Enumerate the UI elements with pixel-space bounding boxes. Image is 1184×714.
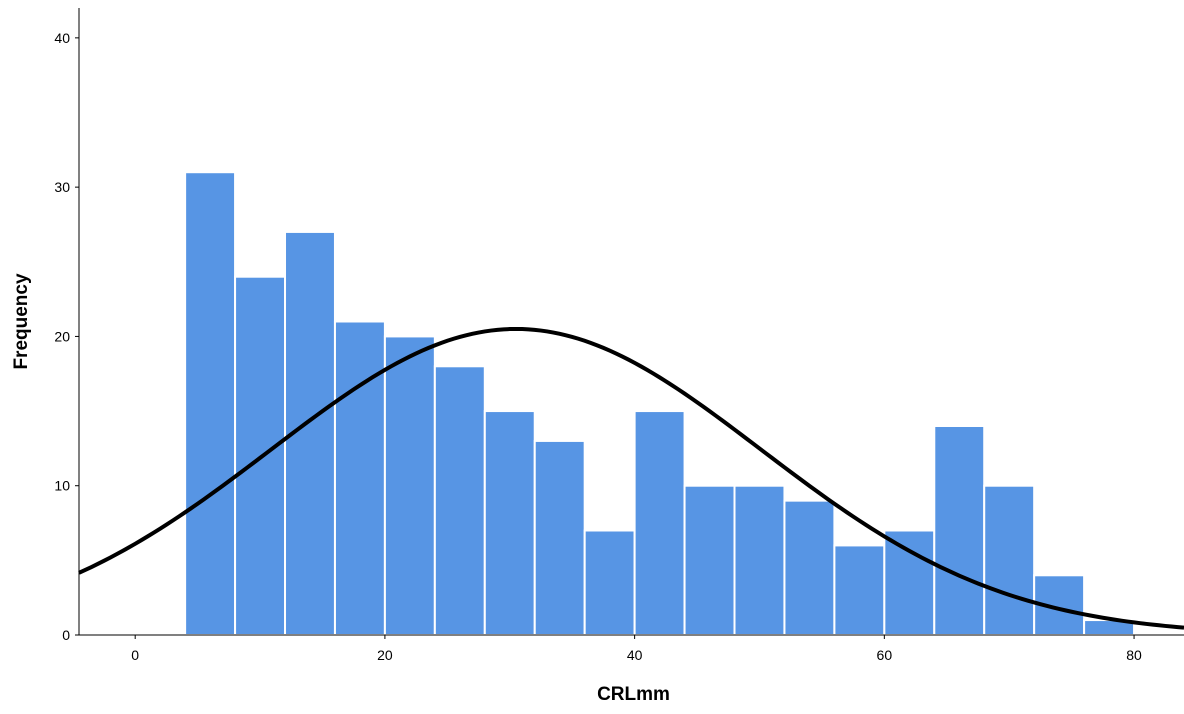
bars-group [184,171,1136,637]
histogram-bar-10 [633,410,686,637]
y-tick-label: 40 [54,30,70,46]
histogram-bar-11 [683,484,736,637]
x-tick-label: 20 [377,647,393,663]
histogram-bar-7 [483,410,536,637]
x-tick-label: 80 [1126,647,1142,663]
histogram-bar-12 [733,484,786,637]
x-tick-label: 60 [877,647,893,663]
histogram-bar-16 [933,425,986,636]
x-axis-title: CRLmm [597,684,670,705]
x-tick-label: 0 [131,647,139,663]
x-tick-label: 40 [627,647,643,663]
histogram-bar-9 [583,529,636,636]
histogram-bar-6 [433,365,486,636]
histogram-bar-14 [833,544,886,637]
y-tick-label: 10 [54,478,70,494]
histogram-bar-1 [184,171,237,636]
ticks-group: 0 10 20 30 40 0 20 40 60 80 [54,30,1142,663]
histogram-bar-5 [383,335,436,636]
normal-curve [78,326,1184,630]
histogram-bar-15 [883,529,936,636]
y-tick-label: 0 [62,627,70,643]
y-tick-label: 20 [54,328,70,344]
histogram-bar-8 [533,439,586,636]
histogram-bar-17 [983,484,1036,637]
histogram-bar-4 [333,320,386,636]
y-tick-label: 30 [54,179,70,195]
y-axis-title: Frequency [11,273,32,370]
histogram-bar-13 [783,499,836,636]
